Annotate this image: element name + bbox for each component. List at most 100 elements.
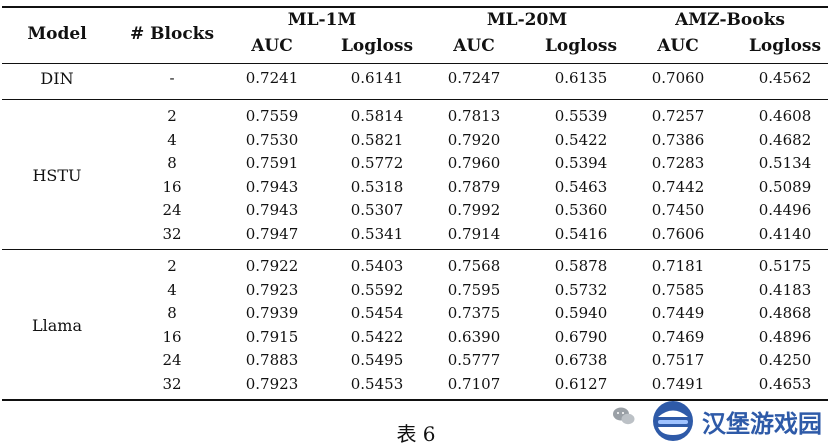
metric-cell: 0.7883 bbox=[245, 351, 299, 369]
table-caption: 表 6 bbox=[396, 422, 436, 446]
metric-cell: 0.5454 bbox=[350, 304, 404, 322]
metric-cell: 0.4496 bbox=[758, 201, 812, 219]
metric-cell: 0.4608 bbox=[758, 107, 812, 125]
metric-cell: 0.5422 bbox=[350, 327, 404, 346]
blocks-cell: 2 bbox=[167, 107, 177, 125]
metric-cell: 0.5453 bbox=[350, 374, 404, 393]
model-name: HSTU bbox=[32, 165, 82, 185]
metric-cell: 0.5592 bbox=[350, 280, 404, 299]
header-metric-logloss-3: Logloss bbox=[748, 36, 822, 56]
metric-cell: 0.7442 bbox=[651, 177, 705, 196]
metric-cell: 0.7283 bbox=[651, 154, 705, 172]
metric-cell: 0.7960 bbox=[447, 154, 501, 172]
header-metric-auc-1: AUC bbox=[251, 36, 293, 56]
metric-cell: 0.7915 bbox=[245, 327, 299, 346]
metric-cell: 0.7491 bbox=[651, 374, 705, 393]
metric-cell: 0.7943 bbox=[245, 177, 299, 196]
watermark-text: 汉堡游戏园 bbox=[702, 409, 822, 438]
group-rule-2 bbox=[2, 249, 828, 250]
metric-cell: 0.4896 bbox=[758, 327, 812, 346]
metric-cell: 0.4140 bbox=[758, 224, 812, 243]
metric-cell: 0.5463 bbox=[554, 177, 608, 196]
blocks-cell: 16 bbox=[162, 177, 182, 196]
model-name: DIN bbox=[40, 69, 74, 88]
header-metric-auc-3: AUC bbox=[657, 36, 699, 56]
metric-cell: 0.5175 bbox=[758, 257, 812, 275]
header-metric-auc-2: AUC bbox=[453, 36, 495, 56]
metric-cell: 0.6127 bbox=[554, 374, 608, 393]
blocks-cell: 4 bbox=[167, 130, 177, 149]
metric-cell: 0.4682 bbox=[758, 130, 812, 149]
blocks-cell: 32 bbox=[162, 224, 182, 243]
metric-cell: 0.5307 bbox=[350, 201, 404, 219]
metric-cell: 0.7060 bbox=[651, 69, 705, 87]
metric-cell: 0.4562 bbox=[758, 69, 812, 87]
metric-cell: 0.7568 bbox=[447, 257, 501, 275]
metric-cell: 0.7606 bbox=[651, 224, 705, 243]
metric-cell: 0.5341 bbox=[350, 224, 404, 243]
metric-cell: 0.7920 bbox=[447, 130, 501, 149]
header-dataset-ml20m: ML-20M bbox=[486, 10, 568, 30]
group-rule-1 bbox=[2, 99, 828, 100]
metric-cell: 0.7386 bbox=[651, 130, 705, 149]
blocks-cell: 32 bbox=[162, 374, 182, 393]
metric-cell: 0.5732 bbox=[554, 280, 608, 299]
metric-cell: 0.7947 bbox=[245, 224, 299, 243]
metric-cell: 0.7595 bbox=[447, 280, 501, 299]
metric-cell: 0.5772 bbox=[350, 154, 404, 172]
blocks-cell: 8 bbox=[167, 154, 177, 172]
metric-cell: 0.7923 bbox=[245, 374, 299, 393]
metric-cell: 0.7517 bbox=[651, 351, 705, 369]
metric-cell: 0.5403 bbox=[350, 257, 404, 275]
metric-cell: 0.6790 bbox=[554, 327, 608, 346]
blocks-cell: 24 bbox=[162, 201, 182, 219]
wechat-icon bbox=[613, 407, 635, 425]
top-rule bbox=[2, 6, 828, 8]
metric-cell: 0.7241 bbox=[245, 69, 299, 87]
metric-cell: 0.4183 bbox=[758, 280, 812, 299]
metric-cell: 0.5422 bbox=[554, 130, 608, 149]
metric-cell: 0.4250 bbox=[758, 351, 812, 369]
metric-cell: 0.7879 bbox=[447, 177, 501, 196]
metric-cell: 0.5318 bbox=[350, 177, 404, 196]
metric-cell: 0.5394 bbox=[554, 154, 608, 172]
blocks-cell: 8 bbox=[167, 304, 177, 322]
metric-cell: 0.5821 bbox=[350, 130, 404, 149]
metric-cell: 0.6738 bbox=[554, 351, 608, 369]
header-metric-logloss-1: Logloss bbox=[340, 36, 414, 56]
metric-cell: 0.7585 bbox=[651, 280, 705, 299]
metric-cell: 0.7450 bbox=[651, 201, 705, 219]
metric-cell: 0.7591 bbox=[245, 154, 299, 172]
metric-cell: 0.7257 bbox=[651, 107, 705, 125]
hamburger-logo-icon bbox=[653, 401, 693, 441]
metric-cell: 0.5814 bbox=[350, 107, 404, 125]
metric-cell: 0.7375 bbox=[447, 304, 501, 322]
metric-cell: 0.6141 bbox=[350, 69, 404, 87]
metric-cell: 0.7922 bbox=[245, 257, 299, 275]
metric-cell: 0.7181 bbox=[651, 257, 705, 275]
metric-cell: 0.7992 bbox=[447, 201, 501, 219]
watermark: 汉堡游戏园 bbox=[652, 400, 822, 442]
blocks-cell: - bbox=[169, 69, 175, 87]
metric-cell: 0.5416 bbox=[554, 224, 608, 243]
metric-cell: 0.7813 bbox=[447, 107, 501, 125]
metric-cell: 0.7449 bbox=[651, 304, 705, 322]
blocks-cell: 24 bbox=[162, 351, 182, 369]
metric-cell: 0.5539 bbox=[554, 107, 608, 125]
metric-cell: 0.4653 bbox=[758, 374, 812, 393]
metric-cell: 0.7943 bbox=[245, 201, 299, 219]
metric-cell: 0.5089 bbox=[758, 177, 812, 196]
bottom-rule bbox=[2, 399, 828, 401]
metric-cell: 0.7530 bbox=[245, 130, 299, 149]
header-metric-logloss-2: Logloss bbox=[544, 36, 618, 56]
header-model: Model bbox=[27, 24, 87, 44]
metric-cell: 0.7247 bbox=[447, 69, 501, 87]
metric-cell: 0.7939 bbox=[245, 304, 299, 322]
model-name: Llama bbox=[32, 315, 82, 335]
metric-cell: 0.7914 bbox=[447, 224, 501, 243]
header-dataset-ml1m: ML-1M bbox=[287, 10, 357, 30]
metric-cell: 0.7107 bbox=[447, 374, 501, 393]
blocks-cell: 4 bbox=[167, 280, 177, 299]
metric-cell: 0.5878 bbox=[554, 257, 608, 275]
metric-cell: 0.5777 bbox=[447, 351, 501, 369]
